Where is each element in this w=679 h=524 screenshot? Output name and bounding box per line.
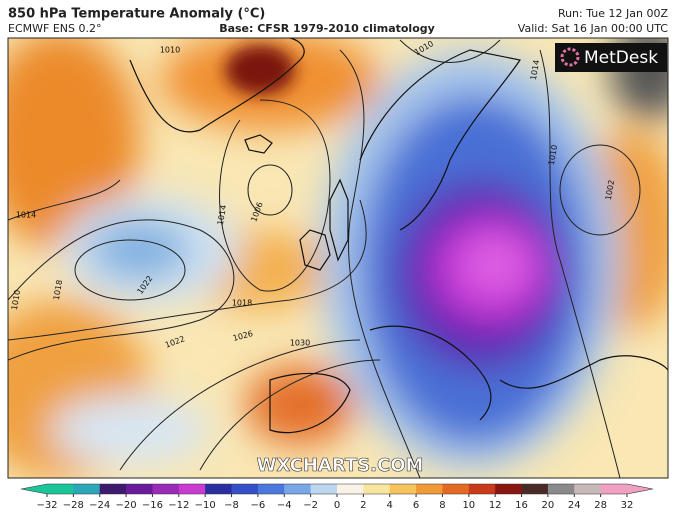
colorbar-segment [363, 484, 391, 494]
colorbar: −32 −28 −24 −20 −16 −12 −10 −8 −6 −4 −2 0 2 4 6 8 10 12 16… [20, 483, 654, 511]
coastlines [129, 38, 668, 434]
colorbar-tick-label: −28 [63, 500, 84, 511]
colorbar-segment [389, 484, 417, 494]
colorbar-segment [416, 484, 443, 494]
colorbar-segment [205, 484, 233, 494]
colorbar-segment [547, 484, 575, 494]
colorbar-tick-label: −2 [303, 500, 318, 511]
colorbar-segment [521, 484, 549, 494]
colorbar-tick-label: 0 [334, 500, 340, 511]
colorbar-tick-label: −12 [168, 500, 189, 511]
contours [8, 39, 641, 478]
colorbar-end [21, 484, 47, 494]
contour-label: 1014 [16, 211, 36, 220]
colorbar-segment [152, 484, 180, 494]
colorbar-tick-label: −24 [89, 500, 110, 511]
colorbar-tick-label: 32 [621, 500, 634, 511]
colorbar-segment [126, 484, 153, 494]
colorbar-segment [284, 484, 312, 494]
colorbar-tick-label: −32 [36, 500, 57, 511]
colorbar-tick-label: −4 [277, 500, 292, 511]
colorbar-end [627, 484, 653, 494]
contour-label: 1018 [52, 279, 64, 301]
colorbar-tick-label: −8 [224, 500, 239, 511]
contour-label: 1010 [547, 144, 559, 166]
colorbar-tick-label: 2 [360, 500, 366, 511]
colorbar-tick-label: −6 [251, 500, 266, 511]
contour-label: 1014 [216, 204, 228, 226]
contour-label: 1014 [529, 59, 541, 81]
contour-label: 1030 [290, 339, 310, 348]
watermark: WXCHARTS.COM [257, 455, 424, 476]
valid-time: Valid: Sat 16 Jan 00:00 UTC [518, 22, 669, 35]
colorbar-segment [442, 484, 470, 494]
colorbar-tick-label: 6 [413, 500, 419, 511]
contour-label: 1010 [160, 46, 180, 55]
colorbar-segment [600, 484, 628, 494]
colorbar-segment [495, 484, 523, 494]
colorbar-tick-label: 24 [568, 500, 581, 511]
colorbar-tick-label: 8 [439, 500, 445, 511]
contour-label: 1018 [232, 299, 252, 308]
colorbar-tick-label: −20 [116, 500, 137, 511]
colorbar-tick-label: 10 [462, 500, 475, 511]
contour-label: 1002 [604, 179, 616, 201]
colorbar-tick-label: 28 [594, 500, 607, 511]
colorbar-tick-label: 4 [387, 500, 393, 511]
map-frame [7, 37, 669, 479]
colorbar-tick-label: 16 [515, 500, 528, 511]
colorbar-segment [310, 484, 338, 494]
colorbar-tick-label: −10 [195, 500, 216, 511]
colorbar-segment [468, 484, 496, 494]
colorbar-segment [574, 484, 602, 494]
colorbar-segment [73, 484, 101, 494]
colorbar-segment [257, 484, 285, 494]
base: Base: CFSR 1979-2010 climatology [219, 22, 435, 35]
logo: MetDesk [584, 48, 658, 68]
model: ECMWF ENS 0.2° [8, 22, 101, 35]
logo-box [555, 43, 667, 72]
colorbar-segment [47, 484, 74, 494]
colorbar-segment [231, 484, 259, 494]
logo-icon [560, 47, 580, 67]
colorbar-segment [337, 484, 364, 494]
title: 850 hPa Temperature Anomaly (°C) [8, 7, 265, 22]
colorbar-segment [178, 484, 206, 494]
colorbar-tick-label: −16 [142, 500, 163, 511]
colorbar-tick-label: 20 [542, 500, 555, 511]
colorbar-tick-label: 12 [489, 500, 502, 511]
colorbar-segment [99, 484, 127, 494]
run-time: Run: Tue 12 Jan 00Z [558, 7, 669, 20]
contour-label: 1010 [10, 289, 22, 311]
